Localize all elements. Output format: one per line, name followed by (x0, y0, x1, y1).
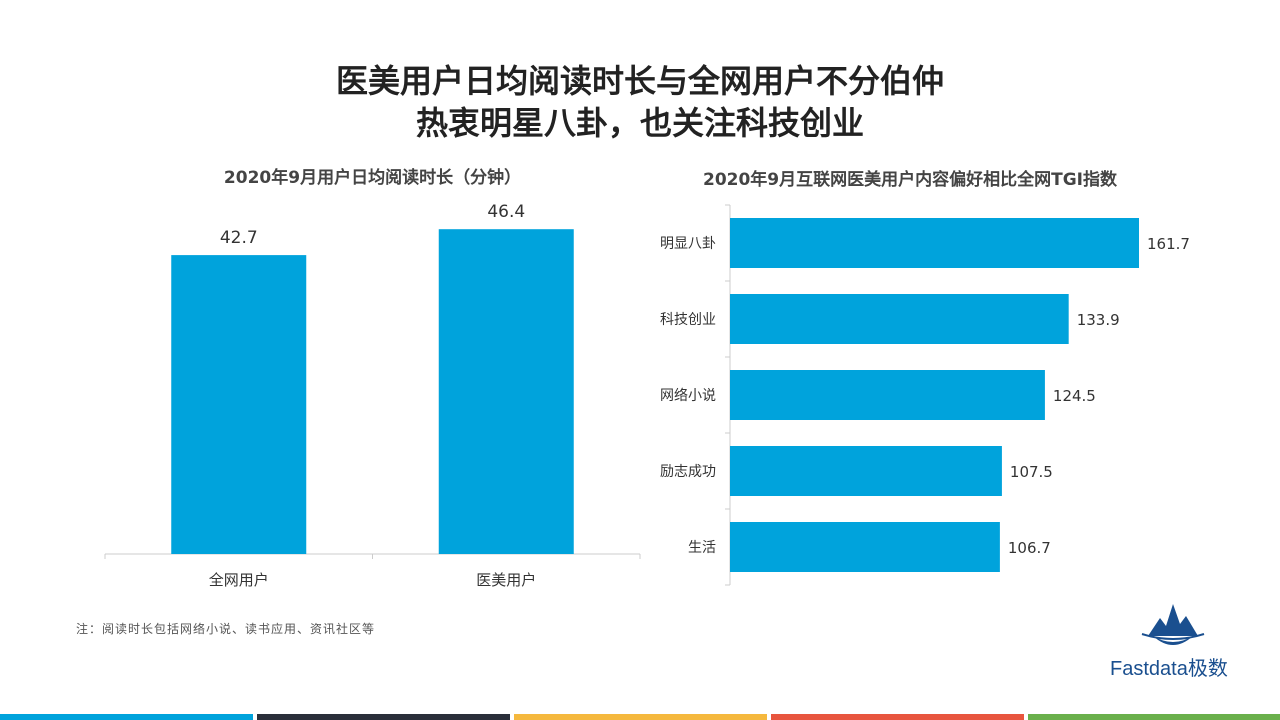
fastdata-logo-icon (1141, 604, 1205, 645)
footer-stripe-green (1028, 714, 1280, 720)
hbar-2 (730, 294, 1069, 344)
x-tick-label: 全网用户 (209, 571, 269, 589)
footer-stripe-red (771, 714, 1024, 720)
hbar-value-label: 106.7 (1008, 539, 1051, 557)
tgi-chart-title: 2020年9月互联网医美用户内容偏好相比全网TGI指数 (702, 170, 1118, 190)
hbar-value-label: 161.7 (1147, 235, 1190, 253)
reading-time-chart-title: 2020年9月用户日均阅读时长（分钟） (223, 168, 522, 188)
logo-text: Fastdata极数 (1110, 658, 1228, 680)
hbar-value-label: 107.5 (1010, 463, 1053, 481)
page-title: 医美用户日均阅读时长与全网用户不分伯仲 热衷明星八卦，也关注科技创业 (0, 60, 1280, 144)
footnote: 注：阅读时长包括网络小说、读书应用、资讯社区等 (76, 622, 376, 636)
hbar-3 (730, 370, 1045, 420)
bar-value-label: 46.4 (487, 202, 525, 222)
bar-1 (171, 255, 307, 554)
hbar-1 (730, 218, 1140, 268)
page-title-line-1: 医美用户日均阅读时长与全网用户不分伯仲 (335, 62, 944, 100)
y-tick-label: 励志成功 (660, 464, 716, 480)
y-tick-label: 科技创业 (660, 312, 716, 328)
footer-stripe-dark (257, 714, 510, 720)
x-tick-label: 医美用户 (476, 571, 536, 589)
hbar-5 (730, 522, 1000, 572)
y-tick-label: 生活 (688, 540, 716, 556)
hbar-value-label: 124.5 (1053, 387, 1096, 405)
y-tick-label: 明显八卦 (660, 236, 716, 252)
hbar-4 (730, 446, 1002, 496)
y-tick-label: 网络小说 (660, 388, 716, 404)
hbar-value-label: 133.9 (1077, 311, 1120, 329)
footer-stripe-blue (0, 714, 253, 720)
page-title-line-2: 热衷明星八卦，也关注科技创业 (415, 104, 864, 142)
bar-2 (438, 229, 574, 554)
bar-value-label: 42.7 (220, 228, 258, 248)
footer-stripe-yellow (514, 714, 767, 720)
